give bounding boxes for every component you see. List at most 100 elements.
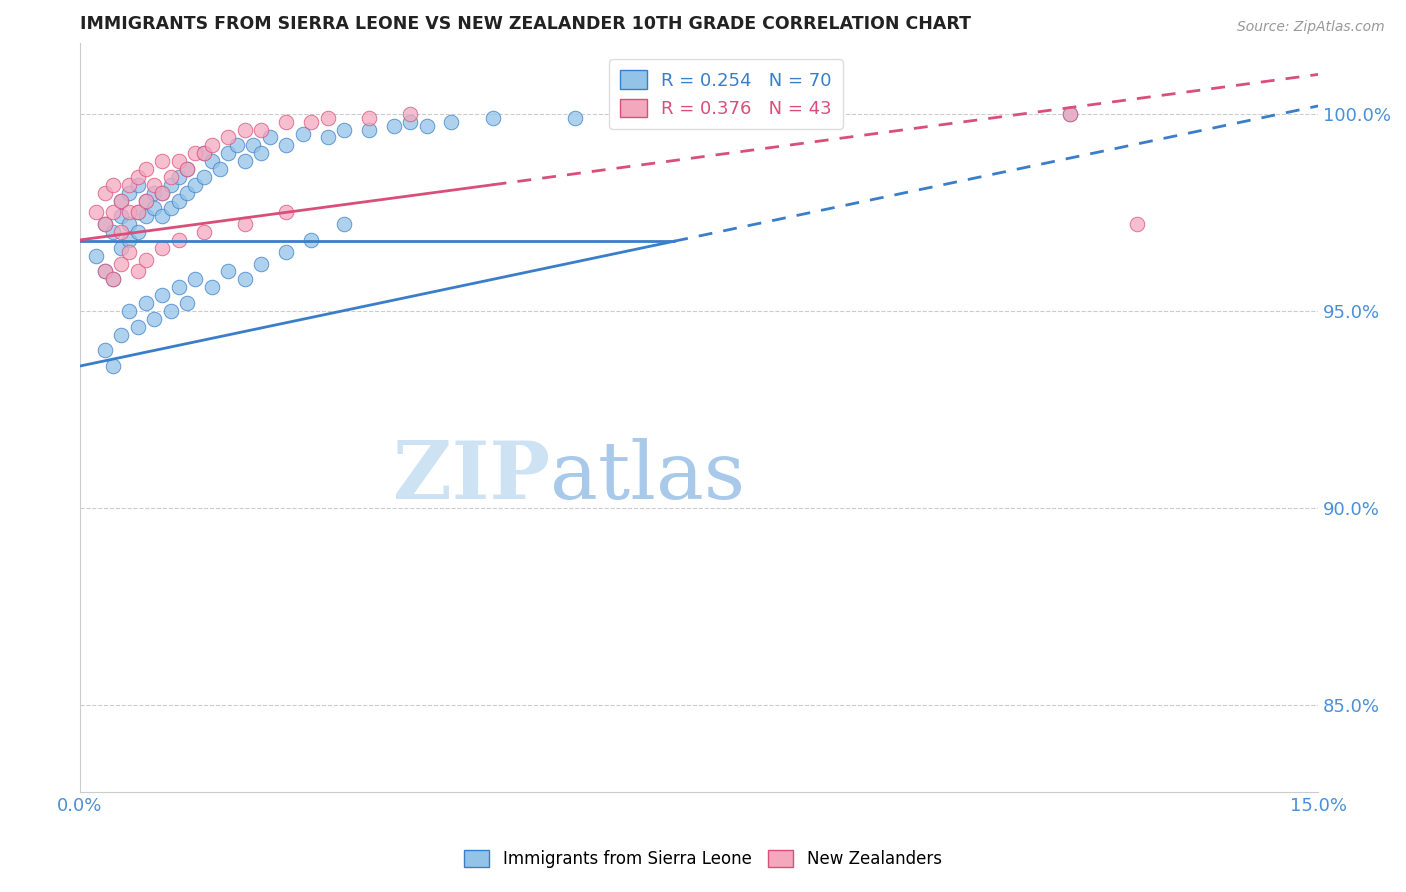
Point (233, 154, 256, 169)
Point (127, 169, 149, 184)
Point (101, 272, 124, 286)
Point (299, 233, 322, 247)
Point (167, 169, 190, 184)
Point (217, 264, 239, 278)
Point (93, 343, 115, 358)
Point (110, 327, 132, 342)
Point (176, 161, 198, 176)
Point (316, 130, 339, 145)
Point (333, 122, 356, 136)
Point (382, 119, 405, 133)
Point (152, 288, 174, 302)
Point (217, 146, 239, 161)
Point (184, 146, 207, 161)
Point (143, 178, 166, 192)
Point (167, 194, 190, 208)
Legend: Immigrants from Sierra Leone, New Zealanders: Immigrants from Sierra Leone, New Zealan… (458, 843, 948, 875)
Point (1059, 107, 1081, 121)
Point (1125, 217, 1147, 231)
Point (242, 138, 264, 153)
Point (135, 209, 157, 223)
Point (135, 194, 157, 208)
Point (93, 264, 115, 278)
Point (184, 272, 207, 286)
Point (225, 138, 247, 153)
Point (259, 130, 281, 145)
Point (159, 304, 181, 318)
Point (101, 205, 124, 219)
Point (86, 205, 108, 219)
Legend: R = 0.254   N = 70, R = 0.376   N = 43: R = 0.254 N = 70, R = 0.376 N = 43 (609, 60, 842, 128)
Point (135, 296, 157, 310)
Point (193, 146, 215, 161)
Point (93, 264, 115, 278)
Point (233, 122, 256, 136)
Point (127, 264, 149, 278)
Point (176, 296, 198, 310)
Point (118, 186, 141, 200)
Point (415, 119, 437, 133)
Point (1059, 107, 1081, 121)
Point (135, 194, 157, 208)
Point (101, 178, 124, 192)
Point (110, 241, 132, 255)
Point (143, 311, 166, 326)
Point (201, 154, 224, 169)
Point (110, 225, 132, 239)
Point (127, 178, 149, 192)
Point (276, 205, 298, 219)
Point (250, 122, 273, 136)
Point (333, 217, 356, 231)
Point (217, 130, 239, 145)
Point (118, 205, 141, 219)
Point (152, 154, 174, 169)
Text: Source: ZipAtlas.com: Source: ZipAtlas.com (1237, 20, 1385, 34)
Point (135, 161, 157, 176)
Point (250, 257, 273, 271)
Text: ZIP: ZIP (394, 438, 550, 516)
Point (209, 161, 232, 176)
Text: IMMIGRANTS FROM SIERRA LEONE VS NEW ZEALANDER 10TH GRADE CORRELATION CHART: IMMIGRANTS FROM SIERRA LEONE VS NEW ZEAL… (80, 15, 972, 33)
Point (159, 178, 181, 192)
Point (399, 107, 422, 121)
Point (250, 146, 273, 161)
Point (564, 111, 586, 125)
Point (152, 241, 174, 255)
Point (201, 138, 224, 153)
Point (167, 154, 190, 169)
Point (159, 169, 181, 184)
Point (184, 178, 207, 192)
Text: atlas: atlas (550, 438, 745, 516)
Point (481, 111, 503, 125)
Point (93, 186, 115, 200)
Point (193, 225, 215, 239)
Point (152, 186, 174, 200)
Point (118, 178, 141, 192)
Point (143, 202, 166, 216)
Point (201, 280, 224, 294)
Point (176, 161, 198, 176)
Point (127, 319, 149, 334)
Point (316, 111, 339, 125)
Point (276, 138, 298, 153)
Point (152, 186, 174, 200)
Point (233, 217, 256, 231)
Point (152, 209, 174, 223)
Point (167, 280, 190, 294)
Point (176, 186, 198, 200)
Point (167, 233, 190, 247)
Point (357, 111, 380, 125)
Point (159, 202, 181, 216)
Point (118, 217, 141, 231)
Point (127, 205, 149, 219)
Point (299, 114, 322, 128)
Point (93, 217, 115, 231)
Point (143, 186, 166, 200)
Point (101, 225, 124, 239)
Point (647, 107, 669, 121)
Point (127, 225, 149, 239)
Point (101, 272, 124, 286)
Point (357, 122, 380, 136)
Point (118, 304, 141, 318)
Point (110, 194, 132, 208)
